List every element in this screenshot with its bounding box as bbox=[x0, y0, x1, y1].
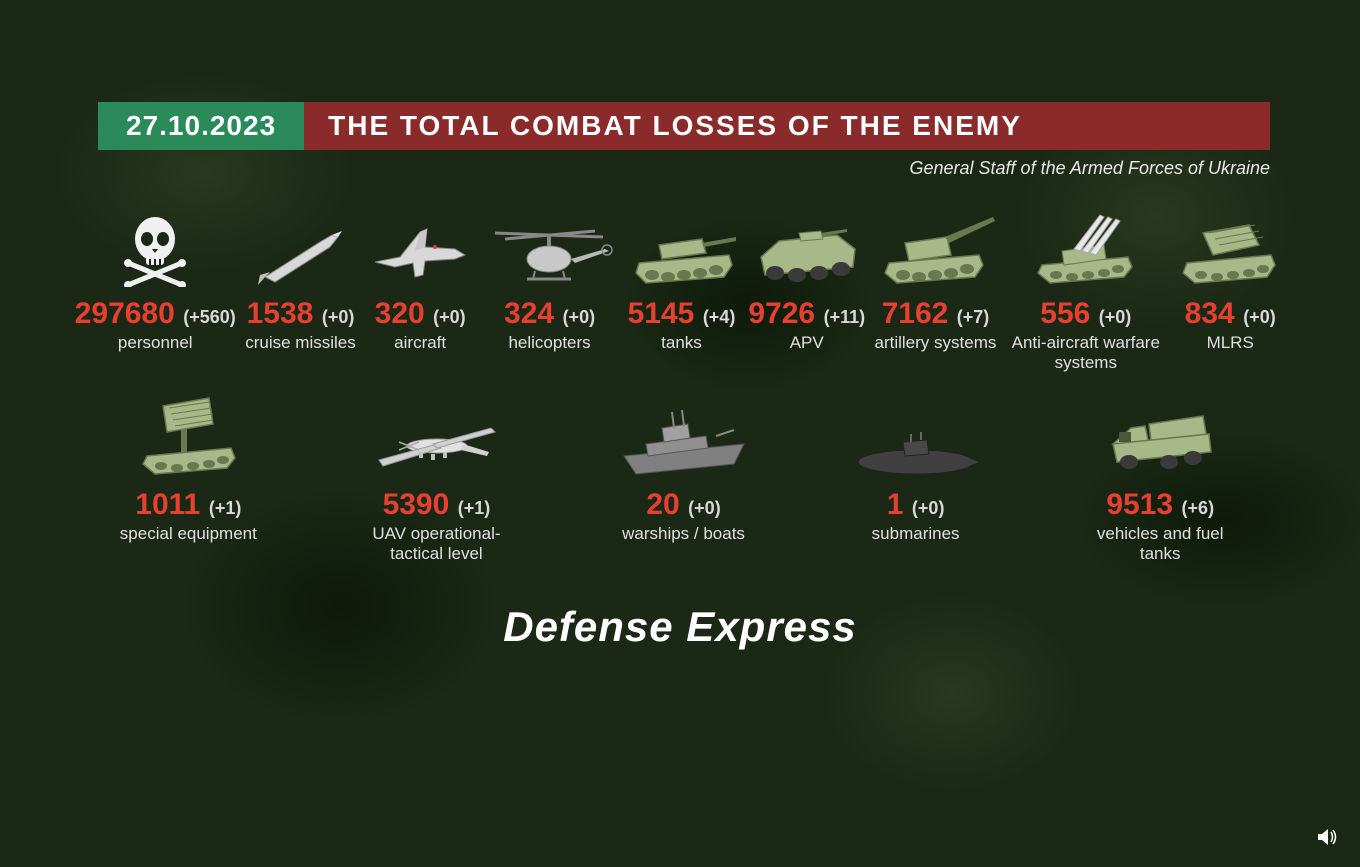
tank-icon bbox=[624, 207, 739, 287]
stat-item-truck: 9513 (+6) vehicles and fuel tanks bbox=[1080, 398, 1240, 563]
stat-delta: (+0) bbox=[688, 498, 721, 518]
header-bar: 27.10.2023 THE TOTAL COMBAT LOSSES OF TH… bbox=[98, 102, 1270, 150]
stat-label: aircraft bbox=[394, 333, 446, 353]
stat-item-missile: 1538 (+0) cruise missiles bbox=[245, 207, 356, 372]
stat-value: 834 bbox=[1185, 297, 1235, 330]
stat-value: 1011 bbox=[135, 488, 200, 521]
stat-value: 9513 bbox=[1106, 488, 1173, 521]
stat-label: APV bbox=[790, 333, 824, 353]
stat-item-radar: 1011 (+1) special equipment bbox=[120, 398, 257, 563]
stat-delta: (+11) bbox=[824, 307, 866, 327]
title-box: THE TOTAL COMBAT LOSSES OF THE ENEMY bbox=[304, 102, 1270, 150]
stat-item-artillery: 7162 (+7) artillery systems bbox=[875, 207, 997, 372]
value-line: 324 (+0) bbox=[504, 297, 595, 331]
stat-value: 320 bbox=[375, 297, 425, 330]
stat-delta: (+7) bbox=[957, 307, 990, 327]
stat-value: 297680 bbox=[75, 297, 175, 330]
truck-icon bbox=[1103, 398, 1218, 478]
stat-label: personnel bbox=[118, 333, 193, 353]
value-line: 5390 (+1) bbox=[383, 488, 491, 522]
stat-delta: (+560) bbox=[183, 307, 236, 327]
stat-delta: (+0) bbox=[1243, 307, 1276, 327]
value-line: 834 (+0) bbox=[1185, 297, 1276, 331]
stat-delta: (+0) bbox=[322, 307, 355, 327]
stat-label: MLRS bbox=[1207, 333, 1254, 353]
date-box: 27.10.2023 bbox=[98, 102, 304, 150]
stat-label: special equipment bbox=[120, 524, 257, 544]
stat-label: cruise missiles bbox=[245, 333, 356, 353]
value-line: 9513 (+6) bbox=[1106, 488, 1214, 522]
missile-icon bbox=[250, 207, 350, 287]
stat-item-jet: 320 (+0) aircraft bbox=[365, 207, 475, 372]
stat-item-uav: 5390 (+1) UAV operational-tactical level bbox=[356, 398, 516, 563]
stat-value: 5390 bbox=[383, 488, 450, 521]
stat-delta: (+0) bbox=[433, 307, 466, 327]
value-line: 7162 (+7) bbox=[882, 297, 990, 331]
stat-label: submarines bbox=[872, 524, 960, 544]
stat-value: 9726 bbox=[748, 297, 815, 330]
stat-delta: (+1) bbox=[458, 498, 491, 518]
apv-icon bbox=[749, 207, 864, 287]
stat-item-tank: 5145 (+4) tanks bbox=[624, 207, 739, 372]
skull-icon bbox=[120, 207, 190, 287]
uav-icon bbox=[369, 398, 504, 478]
aa-icon bbox=[1028, 207, 1143, 287]
stat-delta: (+0) bbox=[912, 498, 945, 518]
stat-item-skull: 297680 (+560) personnel bbox=[75, 207, 236, 372]
stat-delta: (+0) bbox=[563, 307, 596, 327]
stat-item-ship: 20 (+0) warships / boats bbox=[616, 398, 751, 563]
stat-label: tanks bbox=[661, 333, 702, 353]
radar-icon bbox=[133, 398, 243, 478]
brand-label: Defense Express bbox=[0, 603, 1360, 651]
stat-label: warships / boats bbox=[622, 524, 745, 544]
stat-value: 556 bbox=[1040, 297, 1090, 330]
value-line: 556 (+0) bbox=[1040, 297, 1131, 331]
stat-value: 20 bbox=[646, 488, 679, 521]
stat-delta: (+0) bbox=[1099, 307, 1132, 327]
helicopter-icon bbox=[485, 207, 615, 287]
value-line: 20 (+0) bbox=[646, 488, 720, 522]
stat-label: vehicles and fuel tanks bbox=[1080, 524, 1240, 563]
mlrs-icon bbox=[1175, 207, 1285, 287]
stat-delta: (+6) bbox=[1182, 498, 1215, 518]
ship-icon bbox=[616, 398, 751, 478]
stat-value: 324 bbox=[504, 297, 554, 330]
value-line: 297680 (+560) bbox=[75, 297, 236, 331]
stat-value: 1 bbox=[887, 488, 904, 521]
stat-delta: (+1) bbox=[209, 498, 242, 518]
stat-label: helicopters bbox=[508, 333, 590, 353]
stat-label: UAV operational-tactical level bbox=[356, 524, 516, 563]
stat-item-aa: 556 (+0) Anti-aircraft warfare systems bbox=[1006, 207, 1166, 372]
value-line: 9726 (+11) bbox=[748, 297, 865, 331]
stat-value: 1538 bbox=[247, 297, 314, 330]
value-line: 5145 (+4) bbox=[628, 297, 736, 331]
stat-item-apv: 9726 (+11) APV bbox=[748, 207, 865, 372]
stat-item-helicopter: 324 (+0) helicopters bbox=[485, 207, 615, 372]
stat-delta: (+4) bbox=[703, 307, 736, 327]
stat-value: 7162 bbox=[882, 297, 949, 330]
stat-item-mlrs: 834 (+0) MLRS bbox=[1175, 207, 1285, 372]
jet-icon bbox=[365, 207, 475, 287]
subtitle: General Staff of the Armed Forces of Ukr… bbox=[0, 158, 1270, 179]
stats-grid: 297680 (+560) personnel 1538 (+0) cruise… bbox=[70, 207, 1290, 563]
value-line: 320 (+0) bbox=[375, 297, 466, 331]
stat-item-sub: 1 (+0) submarines bbox=[851, 398, 981, 563]
stat-label: artillery systems bbox=[875, 333, 997, 353]
sub-icon bbox=[851, 398, 981, 478]
stat-label: Anti-aircraft warfare systems bbox=[1006, 333, 1166, 372]
sound-icon[interactable] bbox=[1318, 828, 1340, 851]
stat-value: 5145 bbox=[628, 297, 695, 330]
value-line: 1538 (+0) bbox=[247, 297, 355, 331]
value-line: 1011 (+1) bbox=[135, 488, 241, 522]
value-line: 1 (+0) bbox=[887, 488, 945, 522]
artillery-icon bbox=[875, 207, 995, 287]
